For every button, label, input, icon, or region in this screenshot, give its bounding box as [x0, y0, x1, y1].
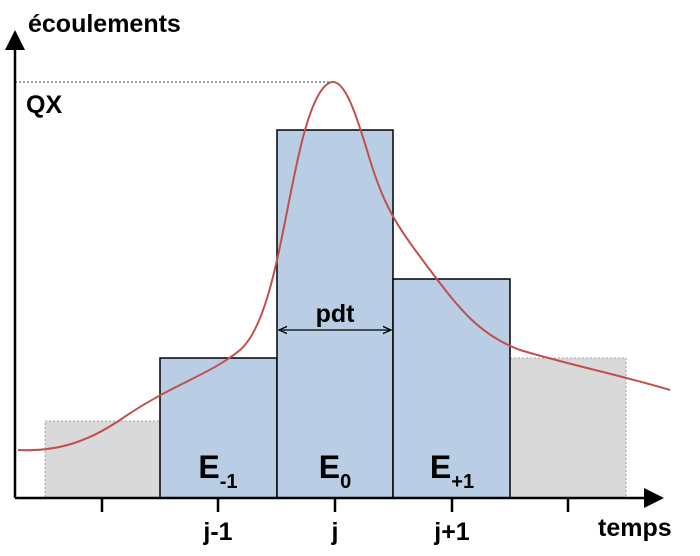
- x-axis-label: temps: [598, 514, 672, 542]
- block: [392, 278, 511, 499]
- tick-label: j+1: [433, 518, 470, 546]
- block: [159, 357, 278, 499]
- tick-label: j: [331, 518, 339, 546]
- y-axis-label: écoulements: [28, 10, 181, 38]
- tick-marks: [100, 498, 570, 512]
- block-label: E-1: [198, 449, 237, 493]
- hydrograph: [17, 80, 671, 452]
- step-label: pdt: [316, 300, 356, 328]
- peak-label: QX: [26, 91, 62, 119]
- side-block: [44, 420, 161, 499]
- tick-label: j-1: [202, 518, 232, 546]
- block: [276, 129, 394, 499]
- block-label: E0: [319, 449, 351, 493]
- side-block: [509, 357, 627, 499]
- block-label: E+1: [430, 449, 474, 493]
